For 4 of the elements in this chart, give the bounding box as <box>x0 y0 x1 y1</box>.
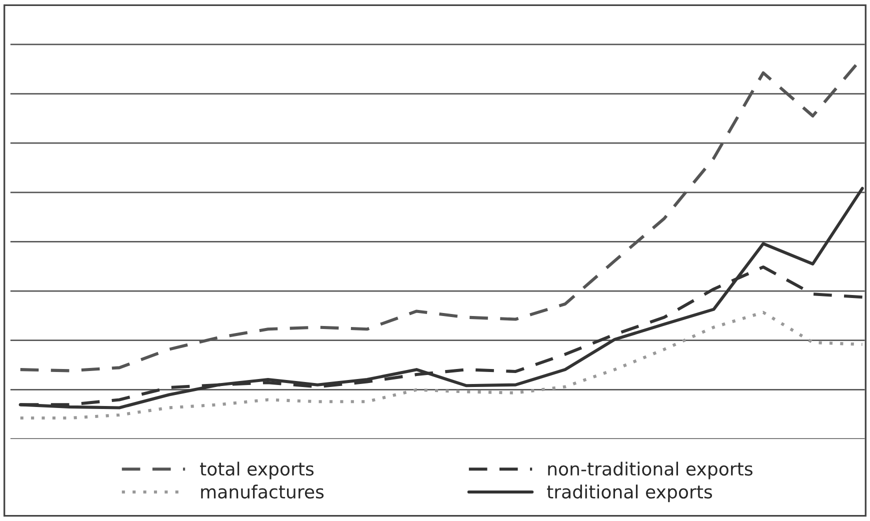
legend-label: manufactures <box>201 484 324 499</box>
legend-label: total exports <box>200 462 314 480</box>
legend-label: traditional exports <box>547 484 712 502</box>
legend-label: non-traditional exports <box>548 462 752 480</box>
